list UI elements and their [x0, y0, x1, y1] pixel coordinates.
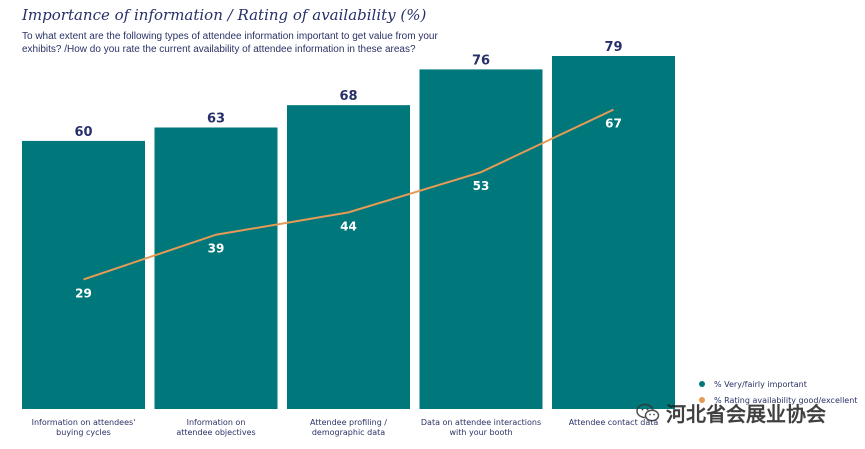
line-value-label-0: 29 — [75, 286, 92, 300]
line-value-label-2: 44 — [340, 219, 357, 233]
category-label-0-1: buying cycles — [56, 428, 111, 437]
chart-subtitle: To what extent are the following types o… — [22, 31, 438, 55]
bar-value-label-4: 79 — [604, 40, 622, 55]
bars-layer — [22, 56, 675, 410]
line-value-label-3: 53 — [473, 179, 490, 193]
category-label-2-1: demographic data — [312, 428, 385, 437]
bar-value-label-3: 76 — [472, 53, 490, 68]
chart-title: Importance of information / Rating of av… — [22, 6, 427, 24]
legend-marker-0 — [699, 381, 705, 387]
category-label-3-0: Data on attendee interactions — [421, 418, 541, 427]
bar-value-label-1: 63 — [207, 111, 225, 126]
bar-0 — [22, 140, 145, 409]
bar-1 — [154, 127, 278, 410]
category-label-3-1: with your booth — [449, 428, 512, 437]
rating-line — [83, 108, 614, 281]
category-label-2-0: Attendee profiling / — [310, 418, 387, 427]
legend: % Very/fairly important % Rating availabi… — [699, 380, 857, 405]
bar-value-label-2: 68 — [339, 89, 357, 104]
legend-label-0: % Very/fairly important — [714, 380, 807, 389]
category-label-1-1: attendee objectives — [176, 428, 255, 437]
bar-2 — [287, 105, 410, 409]
line-value-label-4: 67 — [605, 117, 622, 131]
wechat-icon — [636, 403, 660, 421]
bar-value-label-0: 60 — [74, 125, 92, 140]
category-labels: Information on attendees'buying cycles In… — [32, 418, 659, 437]
category-label-4-0: Attendee contact data — [569, 418, 659, 427]
category-label-0-0: Information on attendees' — [32, 418, 136, 427]
watermark: 河北省会展业协会 — [636, 398, 826, 427]
line-label-layer: 29 39 44 53 67 — [75, 117, 622, 301]
bar-label-layer: 60 63 68 76 79 — [74, 40, 622, 140]
bar-3 — [419, 69, 543, 409]
legend-label-1: % Rating availability good/excellent — [714, 396, 857, 405]
bar-4 — [552, 56, 675, 409]
category-label-1-0: Information on — [187, 418, 246, 427]
legend-marker-1 — [699, 397, 705, 403]
watermark-text: 河北省会展业协会 — [666, 402, 826, 426]
line-layer — [83, 108, 614, 281]
line-value-label-1: 39 — [208, 242, 225, 256]
